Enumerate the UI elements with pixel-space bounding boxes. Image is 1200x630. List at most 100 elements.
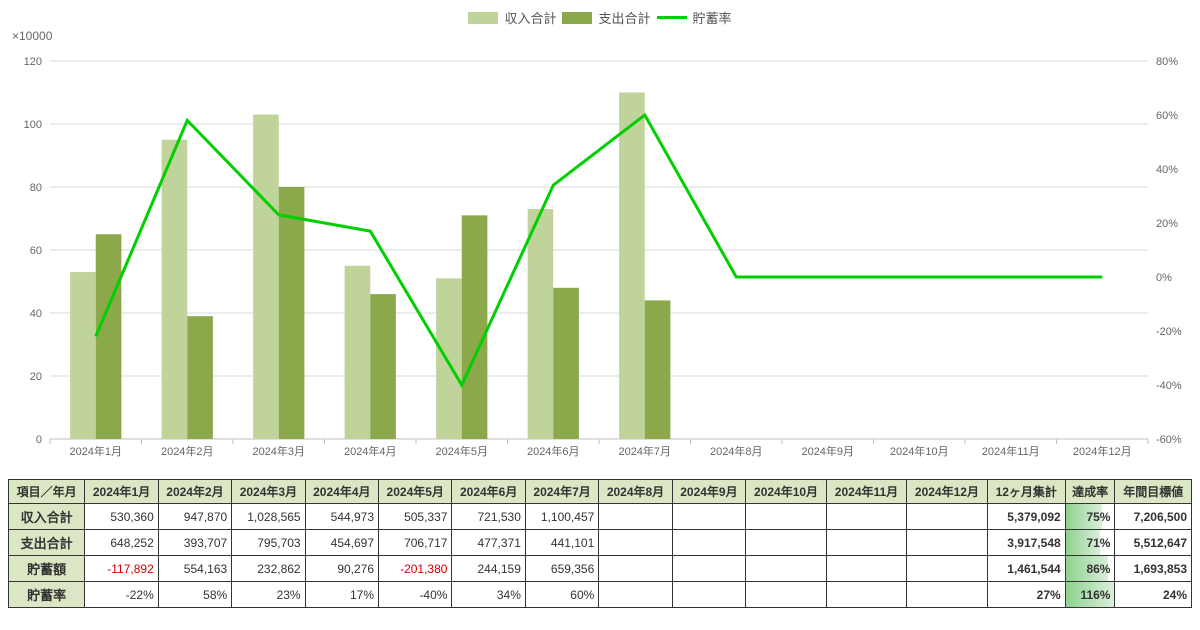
legend-swatch-line [657,16,687,19]
svg-text:80: 80 [30,182,42,194]
cell-value: 393,707 [158,530,231,556]
svg-text:2024年9月: 2024年9月 [801,444,854,458]
svg-text:2024年10月: 2024年10月 [890,444,949,458]
cell-total: 1,461,544 [987,556,1065,582]
combo-chart: 020406080100120-60%-40%-20%0%20%40%60%80… [8,43,1192,473]
cell-value: 232,862 [232,556,305,582]
bar-income [436,278,462,439]
achievement-text: 116% [1080,588,1110,602]
svg-text:60%: 60% [1156,110,1178,122]
row-label: 収入合計 [9,504,85,530]
col-header-month: 2024年3月 [232,480,305,504]
bar-income [253,115,279,439]
cell-value: 454,697 [305,530,378,556]
svg-text:2024年2月: 2024年2月 [161,444,214,458]
cell-value: 505,337 [379,504,452,530]
achievement-text: 71% [1086,536,1110,550]
bar-expense [462,215,488,439]
col-header-month: 2024年5月 [379,480,452,504]
bar-expense [187,316,213,439]
cell-achievement: 75% [1065,504,1115,530]
bar-expense [96,234,122,439]
cell-value [672,582,745,608]
cell-value [599,556,672,582]
bar-income [162,140,188,439]
cell-value: 1,028,565 [232,504,305,530]
cell-value [672,530,745,556]
col-header-month: 2024年10月 [746,480,827,504]
legend-label-savings-rate: 貯蓄率 [693,8,732,27]
bar-expense [370,294,396,439]
cell-value: 659,356 [525,556,598,582]
cell-achievement: 71% [1065,530,1115,556]
cell-target: 5,512,647 [1115,530,1192,556]
cell-value: 721,530 [452,504,525,530]
cell-value [907,504,988,530]
svg-text:-20%: -20% [1156,326,1182,338]
cell-value: 554,163 [158,556,231,582]
cell-value [907,582,988,608]
cell-value [599,582,672,608]
bar-income [528,209,554,439]
cell-value: 530,360 [85,504,158,530]
achievement-text: 86% [1086,562,1110,576]
svg-text:2024年8月: 2024年8月 [710,444,763,458]
achievement-text: 75% [1086,510,1110,524]
svg-text:120: 120 [24,56,42,68]
svg-text:20%: 20% [1156,218,1178,230]
legend-swatch-income [468,12,498,24]
table-row: 貯蓄額-117,892554,163232,86290,276-201,3802… [9,556,1192,582]
bar-expense [645,300,671,439]
summary-table: 項目／年月2024年1月2024年2月2024年3月2024年4月2024年5月… [8,479,1192,608]
col-header-month: 2024年2月 [158,480,231,504]
svg-text:0: 0 [36,434,42,446]
y-axis-title: ×10000 [12,29,1192,43]
svg-text:-40%: -40% [1156,380,1182,392]
cell-value: 706,717 [379,530,452,556]
col-header-month: 2024年9月 [672,480,745,504]
cell-value: 795,703 [232,530,305,556]
cell-value: 60% [525,582,598,608]
cell-achievement: 116% [1065,582,1115,608]
cell-value: 34% [452,582,525,608]
col-header-achievement: 達成率 [1065,480,1115,504]
svg-text:0%: 0% [1156,272,1172,284]
cell-value: 23% [232,582,305,608]
chart-legend: 収入合計 支出合計 貯蓄率 [8,8,1192,27]
cell-target: 1,693,853 [1115,556,1192,582]
cell-value [599,530,672,556]
row-label: 支出合計 [9,530,85,556]
cell-value: 947,870 [158,504,231,530]
cell-value [907,556,988,582]
row-label: 貯蓄率 [9,582,85,608]
row-label: 貯蓄額 [9,556,85,582]
col-header-month: 2024年12月 [907,480,988,504]
svg-text:40: 40 [30,308,42,320]
cell-value: 1,100,457 [525,504,598,530]
table-row: 収入合計530,360947,8701,028,565544,973505,33… [9,504,1192,530]
cell-total: 5,379,092 [987,504,1065,530]
cell-value [826,504,906,530]
cell-value [826,530,906,556]
svg-text:40%: 40% [1156,164,1178,176]
cell-value: -40% [379,582,452,608]
cell-value: 17% [305,582,378,608]
col-header-month: 2024年1月 [85,480,158,504]
legend-swatch-expense [562,12,592,24]
cell-target: 24% [1115,582,1192,608]
bar-income [619,93,645,440]
svg-text:-60%: -60% [1156,434,1182,446]
col-header-month: 2024年11月 [826,480,906,504]
svg-text:2024年12月: 2024年12月 [1073,444,1132,458]
col-header-month: 2024年7月 [525,480,598,504]
bar-expense [553,288,579,439]
svg-text:2024年1月: 2024年1月 [69,444,122,458]
cell-value: 441,101 [525,530,598,556]
cell-value [907,530,988,556]
col-header-total: 12ヶ月集計 [987,480,1065,504]
cell-value: -117,892 [85,556,158,582]
cell-value [746,530,827,556]
col-header-month: 2024年8月 [599,480,672,504]
bar-expense [279,187,305,439]
cell-value [746,582,827,608]
